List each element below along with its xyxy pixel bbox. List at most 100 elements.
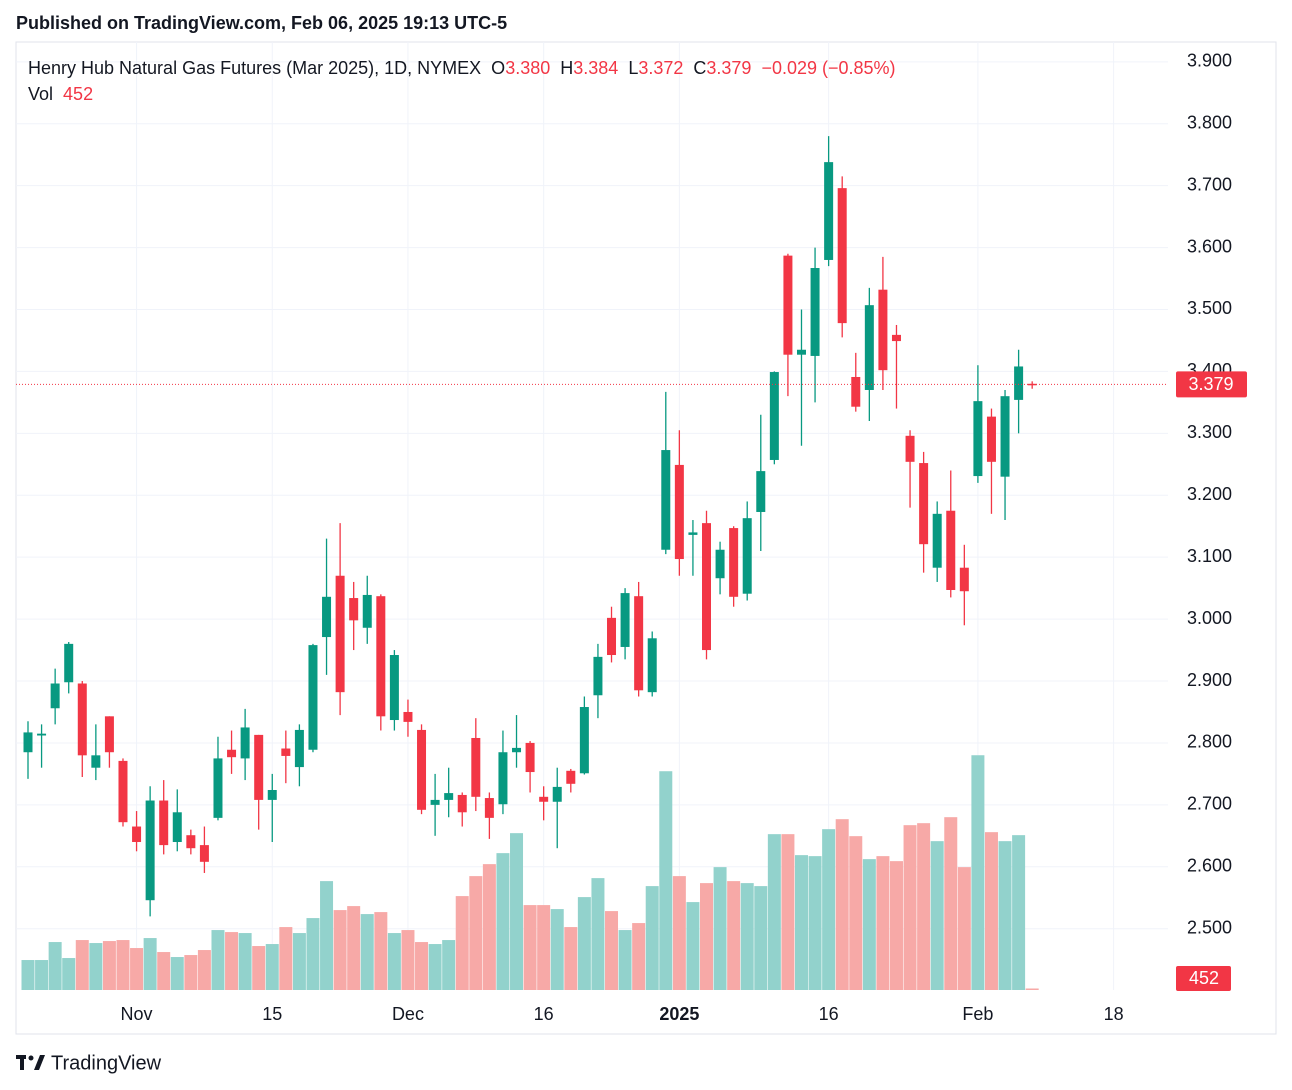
candle-body bbox=[1000, 396, 1010, 477]
candle-body bbox=[810, 268, 820, 356]
volume-bar bbox=[157, 952, 171, 990]
candle-body bbox=[132, 826, 142, 843]
candle-body bbox=[579, 707, 589, 774]
candle-body bbox=[864, 305, 874, 390]
volume-bar bbox=[496, 853, 510, 990]
candle-body bbox=[946, 510, 956, 590]
symbol: Henry Hub Natural Gas Futures (Mar 2025)… bbox=[28, 58, 482, 78]
candle-body bbox=[267, 789, 277, 800]
candle-body bbox=[199, 845, 209, 862]
volume-bar bbox=[238, 933, 252, 990]
volume-bar bbox=[618, 930, 632, 990]
legend-price: Henry Hub Natural Gas Futures (Mar 2025)… bbox=[28, 55, 896, 81]
x-tick-label: 16 bbox=[819, 1004, 839, 1024]
candle-body bbox=[1014, 366, 1024, 400]
volume-bar bbox=[455, 896, 469, 990]
candle-body bbox=[417, 729, 427, 810]
candle-body bbox=[227, 749, 237, 758]
candle-body bbox=[851, 376, 861, 407]
brand: TradingView bbox=[51, 1052, 162, 1074]
o-value: 3.380 bbox=[505, 58, 551, 78]
volume-bar bbox=[130, 948, 144, 990]
volume-bar bbox=[292, 933, 306, 990]
candle-body bbox=[64, 643, 74, 683]
volume-bar bbox=[75, 940, 89, 990]
l-value: 3.372 bbox=[638, 58, 684, 78]
volume-bar bbox=[903, 825, 917, 990]
volume-bar bbox=[537, 905, 551, 990]
volume-bar bbox=[849, 836, 863, 990]
c-label: C bbox=[693, 58, 707, 78]
candle-body bbox=[376, 596, 386, 717]
candle-body bbox=[362, 594, 372, 628]
volume-bar bbox=[360, 914, 374, 990]
x-tick-label: 18 bbox=[1104, 1004, 1124, 1024]
candle-body bbox=[539, 796, 549, 802]
x-tick-label: 15 bbox=[262, 1004, 282, 1024]
candle-body bbox=[145, 800, 155, 901]
candle-body bbox=[23, 732, 33, 753]
candle-body bbox=[1027, 383, 1037, 386]
candle-body bbox=[891, 334, 901, 342]
candle-body bbox=[593, 656, 603, 696]
candle-body bbox=[702, 523, 711, 651]
candle-body bbox=[403, 711, 413, 722]
volume-bar bbox=[889, 861, 903, 990]
volume-bar bbox=[713, 867, 727, 990]
volume-bar bbox=[211, 930, 225, 990]
candle-body bbox=[986, 416, 996, 462]
candle-body bbox=[905, 435, 915, 462]
change: −0.029 (−0.85%) bbox=[761, 58, 896, 78]
candle-body bbox=[444, 793, 454, 800]
volume-bar bbox=[645, 886, 659, 990]
vol-label: Vol bbox=[28, 84, 54, 104]
candle-body bbox=[552, 786, 562, 802]
candle-body bbox=[186, 835, 196, 849]
candle-body bbox=[919, 463, 929, 545]
candle-body bbox=[878, 289, 888, 371]
candle-body bbox=[77, 683, 87, 756]
volume-bar bbox=[279, 927, 293, 990]
candle-body bbox=[959, 567, 969, 592]
candle-body bbox=[37, 733, 47, 736]
last-volume-label: 452 bbox=[1189, 968, 1219, 988]
volume-bar bbox=[930, 841, 944, 990]
candle-body bbox=[118, 760, 128, 823]
candle-body bbox=[50, 683, 60, 709]
volume-bar bbox=[415, 942, 429, 990]
candle-body bbox=[484, 798, 494, 818]
candle-body bbox=[104, 716, 114, 753]
x-tick-label: Feb bbox=[962, 1004, 993, 1024]
volume-bar bbox=[225, 932, 239, 990]
volume-bar bbox=[35, 960, 49, 990]
legend-volume: Vol 452 bbox=[28, 81, 896, 107]
candle-body bbox=[932, 513, 942, 568]
volume-bar bbox=[306, 918, 320, 990]
candle-body bbox=[647, 638, 657, 693]
volume-bar bbox=[984, 832, 998, 990]
volume-bar bbox=[550, 909, 564, 990]
y-tick-label: 3.000 bbox=[1187, 608, 1232, 628]
candle-body bbox=[213, 758, 223, 818]
candle-body bbox=[254, 734, 264, 800]
last-price-label: 3.379 bbox=[1188, 374, 1233, 394]
volume-bar bbox=[659, 771, 673, 990]
candle-body bbox=[322, 596, 332, 638]
candle-body bbox=[566, 770, 576, 784]
l-label: L bbox=[628, 58, 639, 78]
last-volume-box bbox=[1176, 966, 1231, 991]
volume-bar bbox=[632, 923, 646, 990]
candle-body bbox=[430, 799, 440, 805]
volume-bar bbox=[672, 876, 686, 990]
x-tick-label: Dec bbox=[392, 1004, 424, 1024]
volume-bar bbox=[835, 819, 849, 990]
volume-bar bbox=[143, 938, 157, 990]
volume-bar bbox=[21, 960, 35, 990]
h-value: 3.384 bbox=[573, 58, 619, 78]
candle-body bbox=[457, 794, 467, 813]
volume-bar bbox=[469, 876, 483, 990]
candle-body bbox=[389, 655, 399, 721]
volume-bar bbox=[116, 940, 130, 990]
